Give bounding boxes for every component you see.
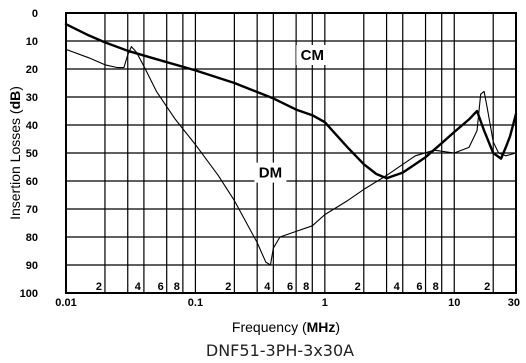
x-minor-tick-label: 2 [225,281,231,293]
x-tick-label: 1 [322,297,328,309]
x-minor-tick-label: 2 [355,281,361,293]
y-tick-label: 30 [26,92,38,104]
x-minor-tick-label: 4 [394,281,401,293]
y-tick-label: 60 [26,176,38,188]
y-tick-label: 0 [32,8,38,20]
x-minor-tick-label: 8 [433,281,439,293]
x-minor-tick-label: 6 [416,281,422,293]
y-tick-label: 50 [26,148,38,160]
y-tick-label: 40 [26,120,38,132]
series-label-cm: CM [296,45,328,65]
x-minor-tick-label: 8 [303,281,309,293]
x-minor-tick-label: 4 [264,281,271,293]
series-label-text: DM [259,165,282,182]
series-label-text: CM [301,47,324,64]
x-tick-label: 10 [448,297,460,309]
x-minor-tick-label: 2 [96,281,102,293]
x-minor-tick-label: 6 [287,281,293,293]
x-axis-title-unit: MHz [307,319,336,335]
x-minor-tick-label: 4 [135,281,142,293]
y-axis-title-unit: dB [7,91,23,110]
x-axis-title-suffix: ) [335,319,340,335]
chart-caption: DNF51-3PH-3x30A [206,341,354,360]
y-axis-title: Insertion Losses (dB) [7,86,23,220]
x-tick-label: 0.1 [188,297,203,309]
y-tick-label: 100 [20,288,38,300]
y-tick-label: 20 [26,64,38,76]
x-tick-label: 30 [508,297,520,309]
y-tick-label: 90 [26,260,38,272]
y-tick-label: 80 [26,232,38,244]
y-tick-label: 10 [26,36,38,48]
y-tick-label: 70 [26,204,38,216]
y-axis-title-suffix: ) [7,86,23,91]
y-axis-title-prefix: Insertion Losses ( [7,109,23,220]
x-axis-title-prefix: Frequency ( [232,319,307,335]
series-label-dm: DM [254,163,286,183]
x-minor-tick-label: 6 [158,281,164,293]
x-axis-title: Frequency (MHz) [232,319,340,335]
x-tick-label: 0.01 [55,297,76,309]
x-minor-tick-label: 8 [174,281,180,293]
x-minor-tick-label: 2 [484,281,490,293]
